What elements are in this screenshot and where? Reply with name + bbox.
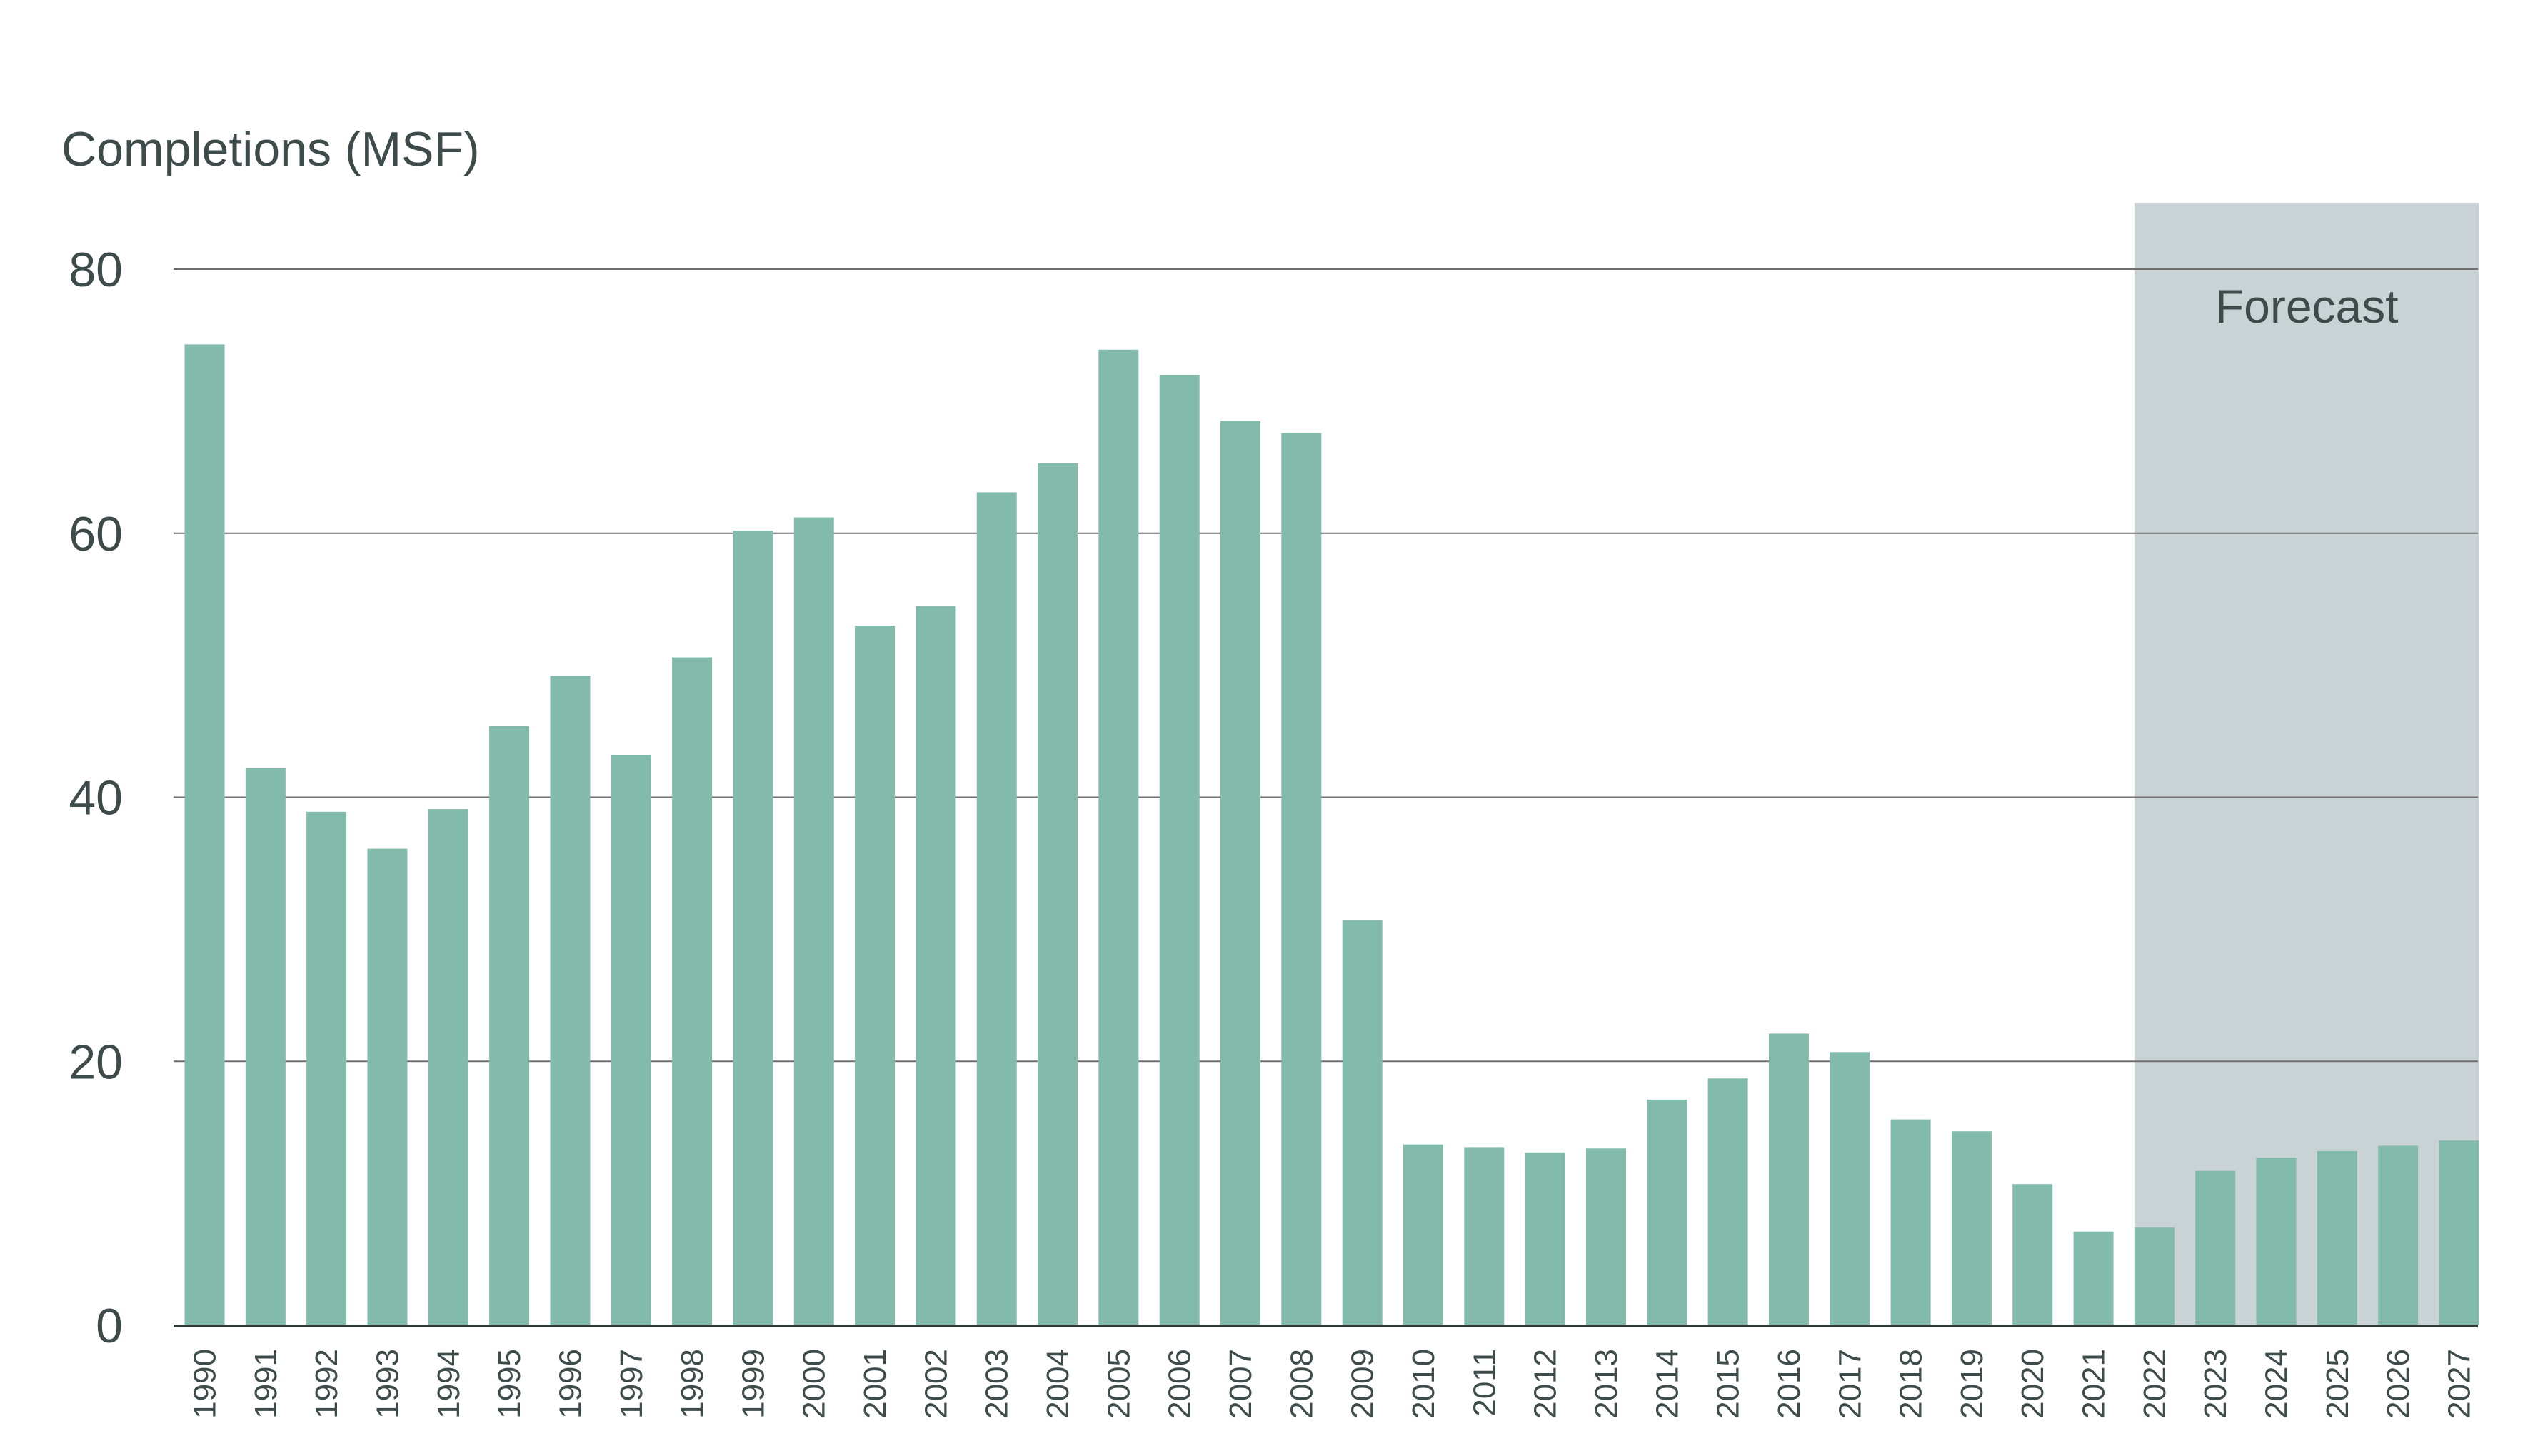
- bar-2013: [1585, 1148, 1626, 1325]
- x-tick-label: 2019: [1955, 1349, 1990, 1419]
- x-tick-label: 2010: [1406, 1349, 1441, 1419]
- x-tick-label: 2002: [918, 1349, 953, 1419]
- bar-2017: [1830, 1052, 1870, 1325]
- y-tick-label: 0: [96, 1299, 123, 1353]
- x-tick-label: 2004: [1040, 1349, 1075, 1419]
- x-tick-label: 2014: [1650, 1349, 1685, 1419]
- x-tick-label: 2012: [1528, 1349, 1563, 1419]
- bar-2011: [1464, 1147, 1505, 1325]
- x-tick-label: 2020: [2015, 1349, 2050, 1419]
- bar-1991: [245, 768, 286, 1325]
- bar-2006: [1159, 374, 1200, 1325]
- x-tick-label: 1991: [249, 1349, 284, 1419]
- bar-2020: [2012, 1184, 2053, 1325]
- bar-1998: [672, 657, 713, 1325]
- x-tick-label: 2027: [2442, 1349, 2477, 1419]
- bar-2007: [1220, 421, 1261, 1326]
- x-tick-label: 2021: [2077, 1349, 2112, 1419]
- x-tick-label: 1998: [675, 1349, 710, 1419]
- bar-2014: [1647, 1099, 1687, 1325]
- x-tick-label: 2015: [1711, 1349, 1746, 1419]
- bar-1994: [428, 809, 468, 1325]
- bar-2025: [2317, 1150, 2357, 1325]
- x-tick-label: 2018: [1894, 1349, 1929, 1419]
- y-axis-ticks: 0 20 40 60 80: [69, 243, 123, 1353]
- x-tick-label: 2011: [1467, 1349, 1502, 1417]
- bar-2021: [2073, 1231, 2114, 1325]
- x-tick-label: 2026: [2381, 1349, 2416, 1419]
- bar-2012: [1525, 1152, 1565, 1325]
- bar-1995: [489, 726, 530, 1325]
- x-tick-label: 2016: [1772, 1349, 1807, 1419]
- x-tick-label: 2008: [1284, 1349, 1319, 1419]
- bar-2027: [2439, 1140, 2479, 1325]
- bar-2015: [1707, 1078, 1748, 1325]
- x-tick-label: 2023: [2198, 1349, 2233, 1419]
- x-tick-label: 2024: [2259, 1349, 2294, 1419]
- bar-2010: [1403, 1144, 1443, 1325]
- x-tick-label: 2025: [2320, 1349, 2355, 1419]
- bar-1997: [611, 755, 651, 1325]
- bar-2008: [1281, 433, 1322, 1325]
- bar-1990: [184, 344, 225, 1325]
- x-tick-label: 2001: [858, 1349, 893, 1419]
- bar-1996: [550, 676, 591, 1325]
- x-tick-label: 2007: [1223, 1349, 1258, 1419]
- x-tick-label: 1999: [736, 1349, 771, 1419]
- bar-1999: [733, 531, 773, 1325]
- bar-2005: [1098, 349, 1139, 1326]
- bar-2019: [1951, 1131, 1992, 1325]
- x-tick-label: 1997: [614, 1349, 649, 1419]
- bar-2026: [2378, 1145, 2419, 1325]
- x-tick-label: 1993: [370, 1349, 405, 1419]
- x-tick-label: 2017: [1832, 1349, 1867, 1419]
- bar-2002: [916, 606, 956, 1325]
- x-tick-label: 1992: [309, 1349, 344, 1419]
- x-tick-label: 2022: [2137, 1349, 2172, 1419]
- bar-2004: [1038, 463, 1078, 1325]
- bar-1992: [306, 811, 347, 1325]
- bar-2009: [1342, 920, 1383, 1325]
- bar-2000: [793, 517, 834, 1326]
- bar-2001: [855, 626, 896, 1325]
- x-tick-label: 2005: [1101, 1349, 1136, 1419]
- x-tick-label: 1995: [492, 1349, 527, 1419]
- x-tick-label: 1994: [431, 1349, 466, 1419]
- x-tick-label: 1996: [553, 1349, 588, 1419]
- bar-2024: [2256, 1158, 2297, 1325]
- y-tick-label: 60: [69, 507, 123, 561]
- bar-2018: [1890, 1119, 1931, 1325]
- x-tick-label: 1990: [188, 1349, 223, 1419]
- y-tick-label: 80: [69, 243, 123, 297]
- x-tick-label: 2006: [1163, 1349, 1198, 1419]
- x-tick-label: 2013: [1589, 1349, 1624, 1419]
- x-tick-label: 2009: [1345, 1349, 1380, 1419]
- forecast-band: [2134, 203, 2479, 1325]
- x-tick-label: 2000: [797, 1349, 832, 1419]
- forecast-label: Forecast: [2215, 280, 2399, 333]
- y-axis-label: Completions (MSF): [61, 122, 480, 176]
- bar-2022: [2134, 1227, 2175, 1325]
- x-tick-label: 2003: [980, 1349, 1015, 1419]
- x-axis-ticks: 1990 1991 1992 1993 1994 1995 1996 1997 1998 1999…: [188, 1349, 2477, 1419]
- y-tick-label: 20: [69, 1035, 123, 1089]
- bar-2003: [976, 492, 1017, 1325]
- bars: [184, 344, 2479, 1326]
- bar-2023: [2195, 1170, 2236, 1325]
- bar-1993: [367, 848, 408, 1325]
- y-tick-label: 40: [69, 771, 123, 825]
- bar-2016: [1768, 1033, 1809, 1325]
